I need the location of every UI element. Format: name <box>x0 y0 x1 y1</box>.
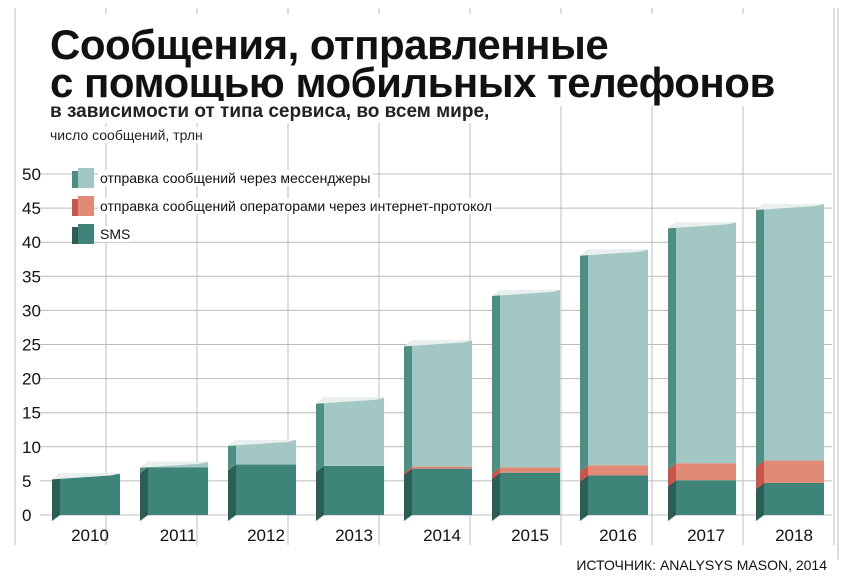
bar-side-sms <box>228 464 236 521</box>
title-background <box>38 14 831 106</box>
y-tick-label: 0 <box>22 506 31 525</box>
x-tick-label: 2010 <box>71 526 109 545</box>
bar-side-ip <box>580 465 588 482</box>
bar-side-sms <box>52 474 60 521</box>
bar-top-cap <box>492 289 560 296</box>
x-tick-label: 2017 <box>687 526 725 545</box>
bar-top-cap <box>756 204 824 211</box>
legend-label-sms: SMS <box>98 226 133 242</box>
bar-side-messengers <box>668 222 676 470</box>
bar-segment-messengers <box>588 249 648 466</box>
x-tick-label: 2015 <box>511 526 549 545</box>
bar-segment-messengers <box>500 289 560 468</box>
legend-item-sms: SMS <box>72 220 494 248</box>
y-tick-label: 30 <box>22 301 41 320</box>
bar-segment-sms <box>500 472 560 515</box>
bar-segment-sms <box>412 468 472 515</box>
bar-side-ip <box>668 463 676 487</box>
bar-segment-sms <box>148 467 208 515</box>
bar-segment-messengers <box>676 222 736 464</box>
bar-top-cap <box>52 473 120 480</box>
bar-segment-sms <box>324 465 384 515</box>
bar-segment-ip <box>412 466 472 469</box>
x-tick-label: 2018 <box>775 526 813 545</box>
x-tick-label: 2016 <box>599 526 637 545</box>
bar-segment-sms <box>588 475 648 515</box>
bar-side-messengers <box>404 340 412 473</box>
source-note: ИСТОЧНИК: ANALYSYS MASON, 2014 <box>574 557 829 573</box>
legend-swatch-ip <box>72 196 94 216</box>
bar-segment-ip <box>676 463 736 481</box>
bar-top-cap <box>668 222 736 229</box>
bar-side-sms <box>756 482 764 521</box>
bar-top-cap <box>580 249 648 256</box>
bar-side-ip <box>404 466 412 475</box>
bar-segment-sms <box>764 482 824 515</box>
chart-title-line-1: Сообщения, отправленные <box>50 21 609 68</box>
bar-side-sms <box>316 465 324 521</box>
legend-label-messengers: отправка сообщений через мессенджеры <box>98 170 373 186</box>
chart-title-line-2: с помощью мобильных телефонов <box>50 59 775 106</box>
legend-swatch-messengers <box>72 168 94 188</box>
legend-item-ip: отправка сообщений операторами через инт… <box>72 192 495 220</box>
bar-side-sms <box>580 475 588 521</box>
bar-side-sms <box>140 467 148 521</box>
bar-side-messengers <box>492 289 500 474</box>
legend-item-messengers: отправка сообщений через мессенджеры <box>72 164 494 192</box>
bar-segment-messengers <box>764 204 824 461</box>
y-tick-label: 35 <box>22 267 41 286</box>
bar-segment-ip <box>588 465 648 476</box>
bar-side-ip <box>756 460 764 489</box>
bar-segment-sms <box>236 464 296 515</box>
legend-label-ip: отправка сообщений операторами через инт… <box>98 198 495 214</box>
y-tick-label: 50 <box>22 165 41 184</box>
x-tick-label: 2014 <box>423 526 461 545</box>
y-tick-label: 25 <box>22 336 41 355</box>
bar-segment-ip <box>764 460 824 483</box>
legend: отправка сообщений через мессенджеры отп… <box>72 164 495 248</box>
y-tick-label: 40 <box>22 233 41 252</box>
bar-top-cap <box>316 397 384 404</box>
y-tick-label: 15 <box>22 404 41 423</box>
x-tick-label: 2013 <box>335 526 373 545</box>
bar-side-sms <box>668 480 676 521</box>
y-tick-label: 10 <box>22 438 41 457</box>
bar-segment-messengers <box>324 397 384 466</box>
bar-segment-messengers <box>412 340 472 467</box>
bars <box>52 204 824 521</box>
bar-top-cap <box>140 461 208 468</box>
bar-top-cap <box>228 439 296 446</box>
bar-side-messengers <box>580 249 588 472</box>
axis-ticks: 0 5 10 15 20 25 30 35 40 45 50 2010 2011 2012 2013 2014… <box>22 165 813 545</box>
x-tick-label: 2011 <box>160 526 197 545</box>
bar-top-cap <box>404 340 472 347</box>
bar-side-messengers <box>228 439 236 471</box>
y-tick-label: 20 <box>22 370 41 389</box>
y-tick-label: 45 <box>22 199 41 218</box>
bar-segment-sms <box>676 480 736 515</box>
bar-segment-sms <box>60 474 120 515</box>
bar-side-ip <box>492 467 500 479</box>
x-tick-label: 2012 <box>247 526 285 545</box>
bar-side-sms <box>404 468 412 521</box>
unit-label: число сообщений, трлн <box>50 127 207 143</box>
chart-subtitle: в зависимости от типа сервиса, во всем м… <box>50 101 494 123</box>
bar-segment-ip <box>500 467 560 473</box>
legend-swatch-sms <box>72 224 94 244</box>
bar-side-messengers <box>756 204 764 467</box>
bar-side-sms <box>492 472 500 521</box>
bar-side-messengers <box>316 397 324 472</box>
y-tick-label: 5 <box>22 472 31 491</box>
